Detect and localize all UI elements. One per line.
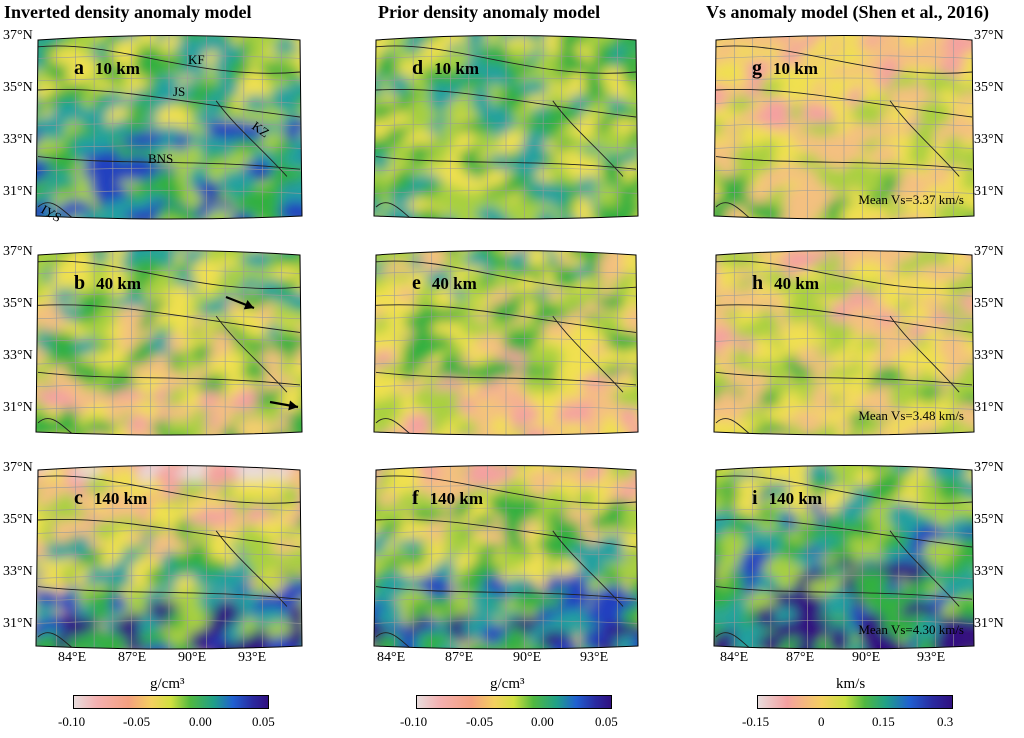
lon-label-93-col2: 93°E bbox=[580, 650, 609, 665]
lat-label-31-right-row3: 31°N bbox=[974, 616, 1004, 631]
lat-label-35-right-row2: 35°N bbox=[974, 296, 1004, 311]
fault-label-kf: KF bbox=[188, 52, 205, 67]
colorbar-2-unit: g/cm³ bbox=[490, 676, 525, 692]
lon-label-90-col2: 90°E bbox=[513, 650, 542, 665]
map-panel-b: b 40 km bbox=[35, 250, 303, 436]
mean-vs-label-i: Mean Vs=4.30 km/s bbox=[858, 622, 964, 637]
panel-label-g: g 10 km bbox=[752, 57, 818, 79]
lon-label-87-col2: 87°E bbox=[445, 650, 474, 665]
map-panel-h: h 40 km Mean Vs=3.48 km/s bbox=[713, 250, 975, 436]
colorbar-2 bbox=[416, 695, 612, 709]
colorbar-1-unit: g/cm³ bbox=[150, 676, 185, 692]
lat-label-31-right-row2: 31°N bbox=[974, 400, 1004, 415]
colorbar-3 bbox=[757, 695, 953, 709]
column-title-2: Prior density anomaly model bbox=[378, 2, 601, 22]
lon-label-84-col3: 84°E bbox=[720, 650, 749, 665]
colorbar-2-tick-4: 0.05 bbox=[595, 714, 618, 729]
fault-label-bns: BNS bbox=[148, 151, 173, 166]
map-panel-f: f 140 km bbox=[373, 465, 639, 650]
lat-label-31-left-row1: 31°N bbox=[3, 184, 33, 199]
colorbar-3-tick-4: 0.3 bbox=[937, 714, 954, 729]
lon-label-84-col1: 84°E bbox=[58, 650, 87, 665]
panel-label-i: i 140 km bbox=[752, 487, 822, 509]
panel-label-c: c 140 km bbox=[74, 487, 147, 509]
lat-label-35-left-row2: 35°N bbox=[3, 296, 33, 311]
colorbar-1-tick-1: -0.10 bbox=[58, 714, 86, 729]
panel-label-f: f 140 km bbox=[412, 487, 483, 509]
lon-label-87-col3: 87°E bbox=[786, 650, 815, 665]
arrow-icon bbox=[269, 400, 299, 411]
lat-label-35-right-row3: 35°N bbox=[974, 512, 1004, 527]
colorbar-3-tick-3: 0.15 bbox=[872, 714, 895, 729]
lat-label-37-right-row3: 37°N bbox=[974, 460, 1004, 475]
lat-label-33-right-row3: 33°N bbox=[974, 564, 1004, 579]
colorbar-3-tick-2: 0 bbox=[818, 714, 825, 729]
colorbar-1-tick-3: 0.00 bbox=[189, 714, 212, 729]
map-panel-i: i 140 km Mean Vs=4.30 km/s bbox=[713, 465, 975, 650]
map-panel-d: d 10 km bbox=[373, 35, 639, 220]
lat-label-33-left-row1: 33°N bbox=[3, 132, 33, 147]
panel-label-h: h 40 km bbox=[752, 272, 819, 294]
map-panel-g: g 10 km Mean Vs=3.37 km/s bbox=[713, 35, 975, 220]
lon-label-93-col1: 93°E bbox=[238, 650, 267, 665]
lon-label-87-col1: 87°E bbox=[118, 650, 147, 665]
mean-vs-label-h: Mean Vs=3.48 km/s bbox=[858, 408, 964, 423]
lon-label-84-col2: 84°E bbox=[377, 650, 406, 665]
lat-label-33-right-row2: 33°N bbox=[974, 348, 1004, 363]
lon-label-93-col3: 93°E bbox=[917, 650, 946, 665]
lat-label-31-left-row3: 31°N bbox=[3, 616, 33, 631]
lat-label-37-left-row1: 37°N bbox=[3, 28, 33, 43]
panel-label-a: a 10 km bbox=[74, 57, 140, 79]
colorbar-3-unit: km/s bbox=[836, 676, 866, 692]
lat-label-31-left-row2: 31°N bbox=[3, 400, 33, 415]
fault-label-js: JS bbox=[173, 84, 185, 99]
colorbar-3-tick-1: -0.15 bbox=[742, 714, 770, 729]
lat-label-33-left-row3: 33°N bbox=[3, 564, 33, 579]
mean-vs-label-g: Mean Vs=3.37 km/s bbox=[858, 192, 964, 207]
colorbar-1 bbox=[73, 695, 269, 709]
lon-label-90-col3: 90°E bbox=[852, 650, 881, 665]
lon-label-90-col1: 90°E bbox=[178, 650, 207, 665]
panel-label-d: d 10 km bbox=[412, 57, 479, 79]
colorbar-2-tick-1: -0.10 bbox=[400, 714, 428, 729]
column-title-1: Inverted density anomaly model bbox=[4, 2, 252, 22]
colorbar-1-tick-4: 0.05 bbox=[252, 714, 275, 729]
lat-label-31-right-row1: 31°N bbox=[974, 184, 1004, 199]
column-title-3: Vs anomaly model (Shen et al., 2016) bbox=[706, 2, 989, 22]
lat-label-33-right-row1: 33°N bbox=[974, 132, 1004, 147]
colorbar-1-tick-2: -0.05 bbox=[123, 714, 151, 729]
lat-label-37-right-row1: 37°N bbox=[974, 28, 1004, 43]
lat-label-35-left-row3: 35°N bbox=[3, 512, 33, 527]
lat-label-35-right-row1: 35°N bbox=[974, 80, 1004, 95]
lat-label-37-left-row2: 37°N bbox=[3, 244, 33, 259]
lat-label-37-left-row3: 37°N bbox=[3, 460, 33, 475]
lat-label-35-left-row1: 35°N bbox=[3, 80, 33, 95]
arrow-icon bbox=[225, 295, 255, 310]
colorbar-2-tick-2: -0.05 bbox=[466, 714, 494, 729]
panel-label-b: b 40 km bbox=[74, 272, 141, 294]
map-panel-e: e 40 km bbox=[373, 250, 639, 436]
lat-label-37-right-row2: 37°N bbox=[974, 244, 1004, 259]
colorbar-2-tick-3: 0.00 bbox=[531, 714, 554, 729]
map-panel-c: c 140 km bbox=[35, 465, 303, 650]
lat-label-33-left-row2: 33°N bbox=[3, 348, 33, 363]
panel-label-e: e 40 km bbox=[412, 272, 477, 294]
